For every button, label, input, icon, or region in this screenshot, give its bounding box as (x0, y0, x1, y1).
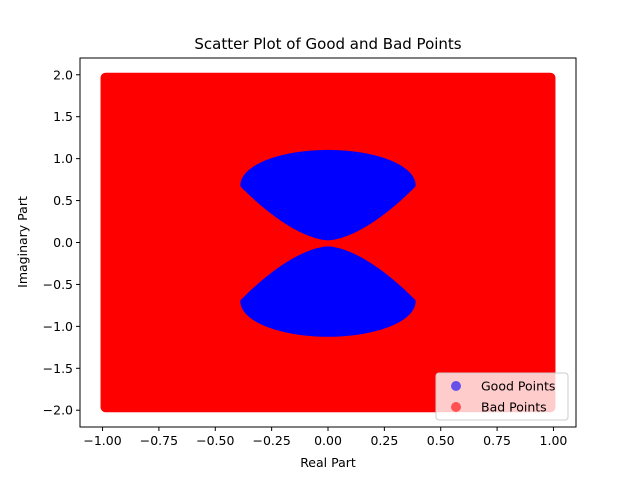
y-tick-label: 0.5 (53, 193, 73, 208)
x-tick-label: −1.00 (83, 433, 121, 448)
x-tick-label: −0.50 (196, 433, 234, 448)
x-tick-label: 1.00 (540, 433, 568, 448)
legend-marker-good (451, 381, 461, 391)
y-tick-label: −0.5 (43, 277, 73, 292)
x-tick-label: 0.25 (370, 433, 398, 448)
legend: Good Points Bad Points (435, 372, 569, 421)
x-tick-label: 0.50 (427, 433, 455, 448)
bad-points-region (100, 72, 556, 413)
y-tick-label: 1.0 (53, 151, 73, 166)
good-points-series (240, 149, 416, 337)
y-axis-label: Imaginary Part (15, 196, 30, 288)
x-tick-label: −0.25 (252, 433, 290, 448)
x-tick-label: −0.75 (140, 433, 178, 448)
y-tick-label: −1.5 (43, 361, 73, 376)
y-tick-label: 2.0 (53, 67, 73, 82)
legend-marker-bad (451, 402, 461, 412)
legend-box (435, 372, 569, 421)
y-axis-ticks: −2.0 −1.5 −1.0 −0.5 0.0 0.5 1.0 1.5 2.0 (43, 67, 80, 418)
good-points-upper-lobe (240, 149, 416, 241)
y-tick-label: −2.0 (43, 403, 73, 418)
x-axis-ticks: −1.00 −0.75 −0.50 −0.25 0.00 0.25 0.50 0.75 1.00 (83, 427, 567, 448)
y-tick-label: 1.5 (53, 109, 73, 124)
chart-title: Scatter Plot of Good and Bad Points (194, 35, 461, 53)
x-tick-label: 0.00 (314, 433, 342, 448)
y-tick-label: −1.0 (43, 319, 73, 334)
x-axis-label: Real Part (300, 455, 356, 470)
legend-label-bad: Bad Points (481, 400, 547, 415)
plot-area (79, 57, 577, 428)
legend-label-good: Good Points (481, 379, 555, 394)
x-tick-label: 0.75 (483, 433, 511, 448)
bad-points-series (100, 72, 556, 413)
good-points-lower-lobe (240, 246, 416, 337)
y-tick-label: 0.0 (53, 235, 73, 250)
